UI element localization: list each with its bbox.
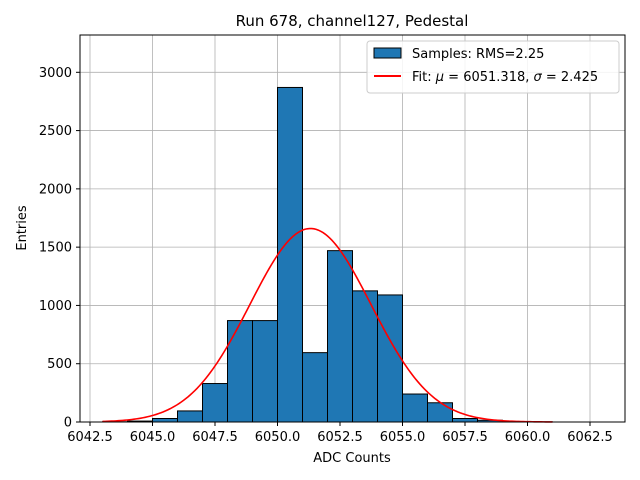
histogram-bar [277, 86, 303, 423]
legend-box [366, 40, 620, 94]
histogram-bar [302, 352, 328, 423]
x-axis-title: ADC Counts [313, 451, 391, 466]
histogram-bar [177, 410, 203, 423]
grid [80, 35, 625, 423]
fit-curve [102, 227, 553, 423]
legend-fit-sigma-symbol: σ [534, 70, 543, 85]
x-tick-label: 6050.0 [255, 430, 301, 445]
histogram-bar [377, 294, 403, 423]
histogram-bar [452, 418, 478, 423]
histogram-bar [202, 383, 228, 423]
x-tick-label: 6047.5 [192, 430, 238, 445]
y-tick-label: 1000 [39, 299, 72, 314]
legend-entry-fit: Fit: μ = 6051.318, σ = 2.425 [412, 70, 598, 85]
legend-swatch-samples [373, 47, 402, 59]
histogram-bar [327, 250, 353, 423]
x-tick-label: 6042.5 [67, 430, 113, 445]
legend-fit-sigma-value: = 2.425 [542, 70, 598, 85]
legend-fit-prefix: Fit: [412, 70, 436, 85]
chart-title: Run 678, channel127, Pedestal [236, 12, 469, 30]
y-tick-label: 2500 [39, 124, 72, 139]
x-tick-label: 6055.0 [380, 430, 426, 445]
histogram-bar [427, 402, 453, 423]
legend-fit-mu-value: = 6051.318, [444, 70, 533, 85]
y-tick-label: 500 [47, 357, 72, 372]
y-tick-label: 0 [64, 416, 72, 431]
histogram-bar [402, 393, 428, 423]
y-tick-label: 3000 [39, 66, 72, 81]
legend-entry-samples: Samples: RMS=2.25 [412, 47, 544, 62]
histogram-bars [102, 86, 553, 423]
histogram-bar [152, 418, 178, 423]
y-tick-label: 1500 [39, 241, 72, 256]
y-axis-title: Entries [15, 205, 30, 251]
histogram-bar [227, 320, 253, 423]
legend: Samples: RMS=2.25 Fit: μ = 6051.318, σ =… [366, 40, 620, 94]
y-tick-label: 2000 [39, 182, 72, 197]
histogram-bar [252, 320, 278, 423]
y-axis-ticks: 0 500 1000 1500 2000 2500 3000 [39, 66, 80, 431]
x-tick-label: 6057.5 [442, 430, 488, 445]
x-tick-label: 6062.5 [567, 430, 613, 445]
legend-fit-mu-symbol: μ [435, 70, 444, 85]
x-tick-label: 6052.5 [317, 430, 363, 445]
fit-curve-layer [102, 227, 553, 423]
x-tick-label: 6045.0 [130, 430, 176, 445]
x-tick-label: 6060.0 [505, 430, 551, 445]
plot-frame [79, 34, 626, 423]
x-axis-ticks: 6042.5 6045.0 6047.5 6050.0 6052.5 6055.0 6057… [67, 422, 613, 445]
